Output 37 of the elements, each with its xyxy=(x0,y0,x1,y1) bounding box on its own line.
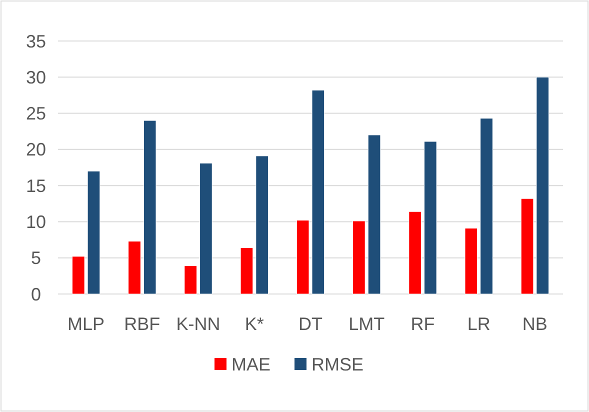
x-tick-label: LMT xyxy=(348,314,385,334)
bar xyxy=(408,211,422,294)
y-tick-label: 25 xyxy=(26,104,46,124)
bar xyxy=(464,228,478,294)
x-tick-label: NB xyxy=(522,314,548,334)
bar xyxy=(352,220,366,294)
bar xyxy=(312,90,325,294)
legend-label: MAE xyxy=(232,354,271,374)
x-tick-label: K-NN xyxy=(176,314,220,334)
x-tick-label: DT xyxy=(298,314,322,334)
bar xyxy=(520,198,534,294)
bar xyxy=(536,76,550,294)
legend-label: RMSE xyxy=(312,354,364,374)
bar xyxy=(240,247,254,294)
bar xyxy=(200,162,212,294)
y-tick-label: 15 xyxy=(26,176,46,196)
bar xyxy=(424,141,437,294)
bar xyxy=(480,118,493,294)
x-tick-label: K* xyxy=(244,314,264,334)
bar xyxy=(184,266,198,294)
bar xyxy=(72,256,85,294)
y-tick-label: 5 xyxy=(30,248,42,268)
x-tick-label: LR xyxy=(467,314,490,334)
bar xyxy=(296,220,310,294)
y-tick-label: 35 xyxy=(26,31,46,52)
y-tick-label: 10 xyxy=(26,212,46,232)
x-tick-label: RF xyxy=(410,314,435,334)
x-tick-label: RBF xyxy=(124,314,160,334)
bar xyxy=(368,134,381,294)
y-tick-label: 30 xyxy=(26,67,46,88)
y-tick-label: 0 xyxy=(30,284,42,304)
bar xyxy=(87,170,100,294)
bar xyxy=(143,120,156,294)
bar xyxy=(128,240,141,294)
y-tick-label: 20 xyxy=(26,140,46,160)
x-tick-label: MLP xyxy=(68,314,105,334)
bar xyxy=(256,156,268,294)
